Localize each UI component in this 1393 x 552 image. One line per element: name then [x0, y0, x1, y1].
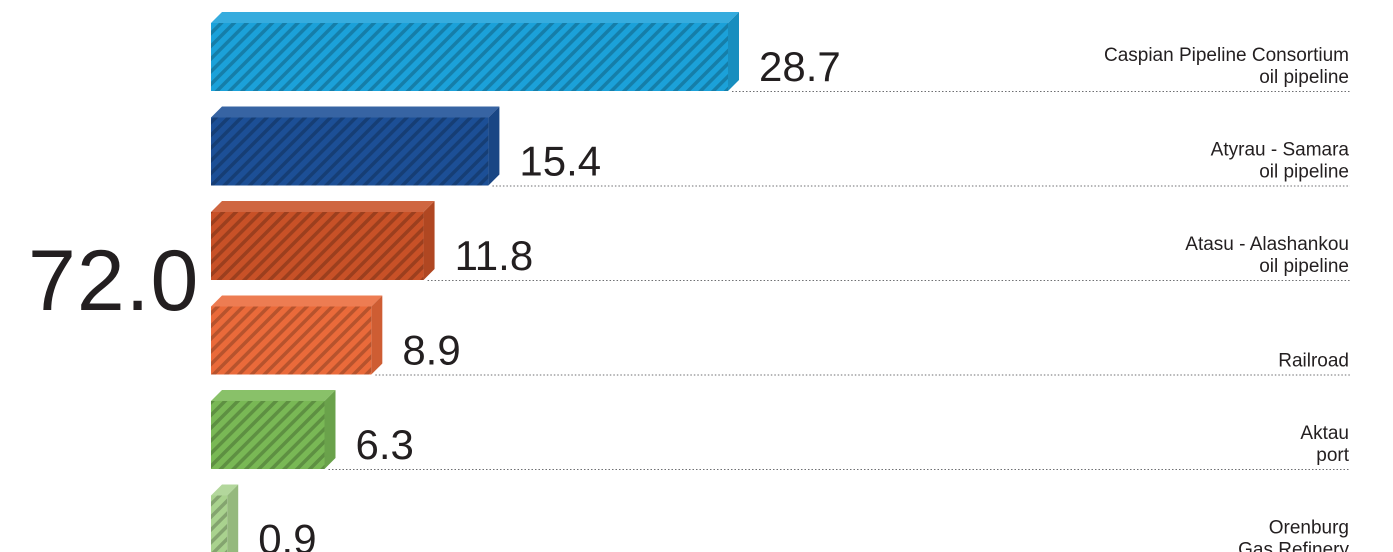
category-label-1-line-2: oil pipeline — [1259, 67, 1349, 88]
value-label-4: 8.9 — [402, 327, 460, 374]
category-label-6-line-2: Gas Refinery — [1238, 540, 1349, 552]
bar-top-2 — [211, 106, 500, 118]
category-label-5-line-2: port — [1316, 445, 1349, 466]
bar-front-6 — [211, 495, 228, 552]
bar-top-1 — [211, 12, 739, 23]
bar-1 — [211, 12, 739, 91]
bar-top-4 — [211, 295, 383, 307]
category-label-3-line-1: Atasu - Alashankou — [1185, 234, 1349, 255]
bar-side-6 — [227, 484, 239, 552]
value-label-5: 6.3 — [355, 421, 413, 468]
bar-side-3 — [423, 201, 435, 280]
category-label-1-line-1: Caspian Pipeline Consortium — [1104, 45, 1349, 66]
value-label-2: 15.4 — [519, 138, 601, 185]
bar-side-1 — [728, 12, 739, 91]
bar-front-5 — [211, 401, 325, 469]
bar-5 — [211, 390, 336, 469]
value-label-3: 11.8 — [455, 232, 534, 279]
bar-top-5 — [211, 390, 336, 401]
bar-front-2 — [211, 117, 489, 186]
bar-4 — [211, 295, 383, 375]
bar-front-4 — [211, 306, 372, 375]
bar-side-4 — [371, 295, 383, 375]
bar-3 — [211, 201, 435, 280]
category-label-3-line-2: oil pipeline — [1259, 256, 1349, 277]
bar-front-3 — [211, 212, 424, 280]
bar-front-1 — [211, 23, 728, 91]
total-value: 72.0 — [28, 233, 200, 329]
category-label-4-line-1: Railroad — [1278, 351, 1349, 372]
bar-top-6 — [211, 484, 239, 496]
value-label-6: 0.9 — [258, 516, 316, 552]
bar-6 — [211, 484, 239, 552]
category-label-2-line-2: oil pipeline — [1259, 162, 1349, 183]
bar-side-2 — [488, 106, 500, 186]
category-label-6-line-1: Orenburg — [1269, 518, 1349, 539]
value-label-1: 28.7 — [759, 43, 841, 90]
category-label-2-line-1: Atyrau - Samara — [1211, 140, 1350, 161]
bar-side-5 — [324, 390, 336, 469]
category-label-5-line-1: Aktau — [1300, 423, 1349, 444]
bar-top-3 — [211, 201, 435, 212]
bar-2 — [211, 106, 500, 186]
